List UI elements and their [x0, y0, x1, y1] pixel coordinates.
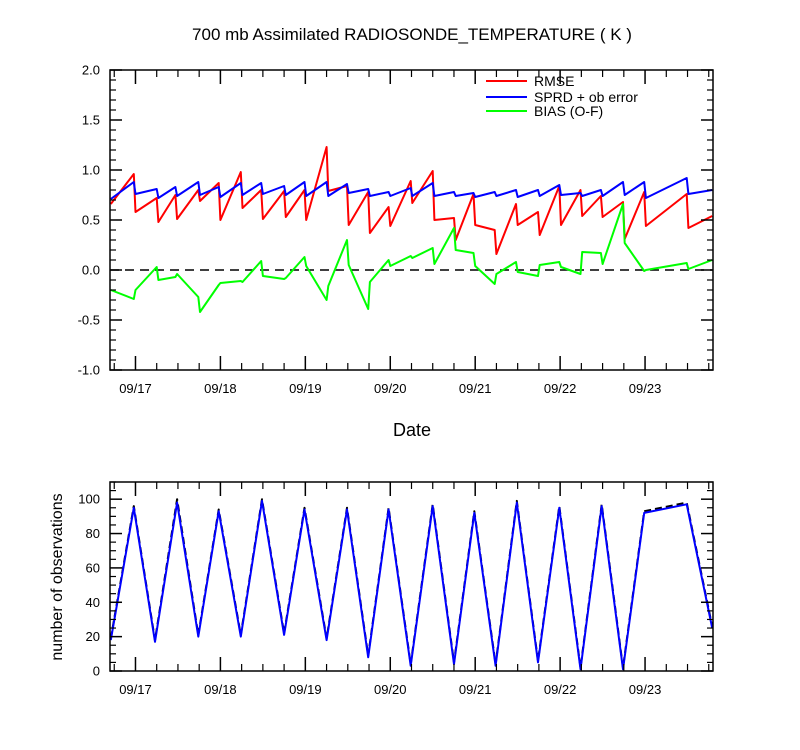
bottom-xtick-label: 09/18 [204, 682, 237, 697]
top-series-line-sprd-ob-error [110, 177, 713, 200]
top-ytick-label: -0.5 [78, 313, 100, 328]
bottom-ytick-label: 20 [86, 629, 100, 644]
bottom-series-group [109, 498, 714, 671]
bottom-xtick-label: 09/22 [544, 682, 577, 697]
bottom-xtick-label: 09/21 [459, 682, 492, 697]
top-plot-area: 09/17 09/18 09/19 09/20 09/21 09/22 09/23 -1.0 -… [78, 63, 714, 396]
top-ytick-label: 1.0 [82, 163, 100, 178]
top-xtick-label: 09/19 [289, 381, 322, 396]
bottom-xtick-label: 09/20 [374, 682, 407, 697]
top-xtick-label: 09/17 [119, 381, 152, 396]
bottom-xtick-label: 09/17 [119, 682, 152, 697]
top-xtick-label: 09/22 [544, 381, 577, 396]
top-xtick-label: 09/18 [204, 381, 237, 396]
top-ytick-label: -1.0 [78, 363, 100, 378]
bottom-xtick-label: 09/19 [289, 682, 322, 697]
x-axis-label: Date [393, 420, 431, 440]
legend-label-bias: BIAS (O-F) [534, 103, 603, 119]
top-axis-ticks: 09/17 09/18 09/19 09/20 09/21 09/22 09/23 -1.0 -… [78, 63, 713, 396]
legend-label-sprd: SPRD + ob error [534, 89, 638, 105]
legend: RMSE SPRD + ob error BIAS (O-F) [486, 73, 638, 119]
bottom-ytick-label: 0 [93, 664, 100, 679]
chart-title: 700 mb Assimilated RADIOSONDE_TEMPERATUR… [192, 25, 632, 44]
bottom-axis-ticks: 09/17 09/18 09/19 09/20 09/21 09/22 09/23 0 20 40… [78, 481, 713, 697]
legend-label-rmse: RMSE [534, 73, 574, 89]
top-ytick-label: 0.0 [82, 263, 100, 278]
top-xtick-label: 09/23 [629, 381, 662, 396]
top-series-line-bias-o-f [110, 203, 713, 313]
bottom-ytick-label: 60 [86, 560, 100, 575]
bottom-ytick-label: 80 [86, 526, 100, 541]
bottom-series-line-used [109, 499, 714, 671]
bottom-xtick-label: 09/23 [629, 682, 662, 697]
top-series-group [110, 146, 713, 313]
bottom-plot-area: 09/17 09/18 09/19 09/20 09/21 09/22 09/23 0 20 40… [78, 481, 714, 697]
top-ytick-label: 1.5 [82, 113, 100, 128]
bottom-plot-frame [109, 481, 714, 672]
bottom-ytick-label: 40 [86, 595, 100, 610]
bottom-ytick-label: 100 [78, 492, 100, 507]
bottom-series-line-possible [109, 498, 714, 669]
y-axis-label-observations: number of observations [49, 493, 66, 660]
top-ytick-label: 0.5 [82, 213, 100, 228]
top-xtick-label: 09/21 [459, 381, 492, 396]
top-ytick-label: 2.0 [82, 63, 100, 78]
top-series-line-rmse [110, 146, 713, 255]
top-plot-frame [109, 69, 714, 371]
top-xtick-label: 09/20 [374, 381, 407, 396]
